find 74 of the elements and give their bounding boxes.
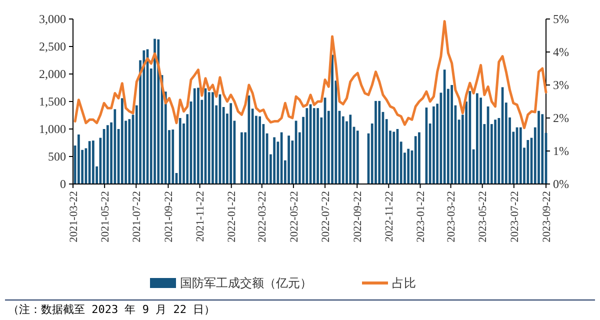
bar <box>407 148 410 184</box>
bar <box>526 140 530 184</box>
bar <box>197 88 200 184</box>
bar <box>312 108 316 184</box>
x-tick-label: 2023-09-22 <box>540 191 553 242</box>
bar <box>154 38 156 184</box>
bar <box>273 137 276 184</box>
y-tick-label: 2,500 <box>39 40 66 54</box>
bar <box>157 39 160 184</box>
y-tick-label: 3,000 <box>39 12 66 26</box>
bar <box>306 108 308 184</box>
y-tick-label: 2,000 <box>39 67 66 82</box>
bar <box>120 98 124 184</box>
x-tick-label: 2022-11-22 <box>384 191 396 242</box>
bar <box>374 100 377 184</box>
bar <box>316 108 319 184</box>
y2-tick-label: 1% <box>553 144 569 158</box>
x-tick-label: 2022-03-22 <box>256 191 269 242</box>
bar <box>212 92 214 184</box>
bar <box>541 114 544 184</box>
bar <box>538 110 540 184</box>
bar <box>349 114 352 184</box>
x-tick-label: 2022-01-22 <box>226 191 238 242</box>
x-tick-label: 2021-09-22 <box>163 191 176 242</box>
bar <box>519 127 522 184</box>
bar <box>193 88 196 184</box>
text: （注：数据截至 2023 年 9 月 22 日） <box>8 303 216 316</box>
bar <box>106 125 109 184</box>
x-tick-label: 2023-05-22 <box>477 191 490 242</box>
x-tick-label: 2022-07-22 <box>320 191 332 242</box>
bar <box>142 50 146 184</box>
legend-label: 国防军工成交额（亿元） <box>180 276 312 290</box>
bar <box>480 98 482 184</box>
y2-tick-label: 3% <box>553 78 569 92</box>
x-tick-label: 2022-05-22 <box>288 191 300 242</box>
y2-tick-label: 0% <box>553 177 569 192</box>
bar <box>378 100 381 184</box>
x-tick-label: 2023-01-22 <box>415 191 428 242</box>
y-tick-label: 0 <box>60 177 66 192</box>
bar <box>208 92 210 184</box>
x-tick-label: 2023-07-22 <box>508 191 521 242</box>
bar <box>240 132 243 184</box>
y-tick-label: 1,000 <box>39 122 66 136</box>
bar <box>178 118 182 184</box>
y-tick-label: 1,500 <box>39 94 66 109</box>
legend-label: 占比 <box>392 276 416 290</box>
y2-tick-label: 2% <box>553 111 569 126</box>
x-tick-label: 2021-11-22 <box>194 191 207 242</box>
bar <box>418 132 420 184</box>
bar <box>450 85 453 184</box>
bar <box>414 136 417 184</box>
x-tick-label: 2021-03-22 <box>68 191 80 242</box>
bar <box>356 130 359 184</box>
bar <box>392 132 396 184</box>
bar <box>494 120 496 184</box>
bar <box>78 134 80 184</box>
bar <box>476 93 478 184</box>
y2-tick-label: 5% <box>553 12 569 26</box>
x-tick-label: 2021-05-22 <box>99 191 112 242</box>
y2-tick-label: 4% <box>553 45 569 60</box>
bar <box>432 106 435 184</box>
bar <box>258 116 261 184</box>
x-tick-label: 2022-09-22 <box>352 191 364 242</box>
bar <box>114 109 116 184</box>
bar <box>172 130 174 184</box>
x-tick-label: 2023-03-22 <box>446 191 458 242</box>
bar <box>468 91 472 184</box>
bar <box>288 136 290 184</box>
line-series <box>74 20 548 130</box>
y-tick-label: 500 <box>48 150 66 164</box>
bar <box>331 54 334 184</box>
bar <box>230 103 232 184</box>
bar <box>92 140 94 184</box>
x-tick-label: 2021-07-22 <box>130 191 143 242</box>
